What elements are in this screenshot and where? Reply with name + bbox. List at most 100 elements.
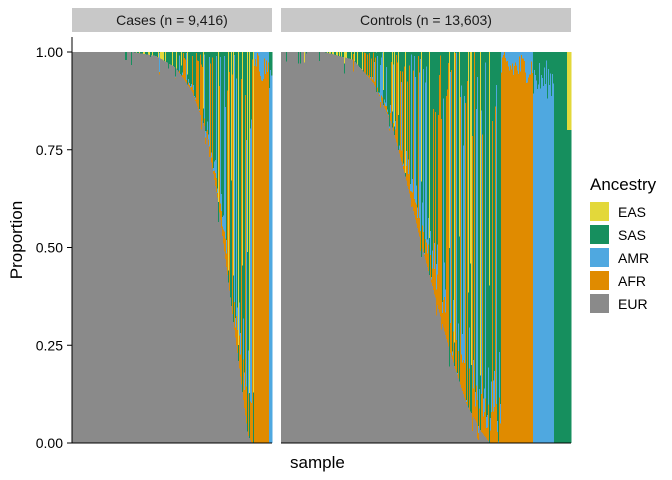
bar-segment-afr — [268, 62, 270, 443]
bar-segment-amr — [259, 52, 261, 72]
bar-segment-amr — [553, 83, 555, 444]
y-tick-label: 0.25 — [36, 337, 63, 353]
bar-segment-afr — [418, 55, 420, 233]
bar-segment-amr — [374, 61, 376, 82]
bar-segment-afr — [477, 400, 479, 439]
bar-segment-eur — [369, 78, 371, 443]
bar-segment-afr — [190, 87, 192, 89]
bar-segment-amr — [498, 441, 500, 443]
bar-segment-amr — [463, 145, 465, 360]
bar-segment-sas — [436, 52, 438, 264]
bar-segment-amr — [456, 52, 458, 341]
legend-label-eas: EAS — [618, 204, 646, 220]
bar-segment-eur — [215, 185, 217, 444]
bar-segment-eur — [194, 98, 196, 443]
bar-segment-eur — [233, 321, 235, 443]
bar-segment-eas — [470, 52, 472, 264]
bar-segment-eas — [354, 52, 356, 61]
bar-segment-afr — [370, 78, 372, 80]
bar-segment-eas — [242, 52, 244, 266]
bar-segment-afr — [254, 66, 256, 444]
bar-segment-sas — [369, 52, 371, 53]
bar-segment-amr — [530, 52, 532, 75]
bar-segment-sas — [399, 52, 401, 146]
bar-segment-eas — [336, 52, 338, 56]
bar-segment-amr — [261, 52, 263, 81]
bar-segment-eas — [346, 52, 348, 58]
bar-segment-eur — [126, 60, 128, 444]
bar-segment-sas — [565, 52, 567, 443]
bar-segment-sas — [244, 52, 246, 373]
bar-segment-afr — [220, 203, 222, 221]
bar-segment-sas — [480, 375, 482, 431]
bar-segment-eur — [468, 407, 470, 443]
bar-segment-eur — [213, 174, 215, 443]
bar-segment-afr — [496, 403, 498, 443]
bar-segment-afr — [365, 52, 367, 74]
bar-segment-afr — [258, 55, 260, 444]
bar-segment-sas — [187, 74, 189, 85]
bar-segment-eur — [411, 206, 413, 443]
bar-segment-amr — [541, 74, 543, 443]
bar-segment-eur — [105, 52, 107, 443]
bar-segment-eur — [282, 52, 284, 443]
bar-segment-amr — [269, 88, 271, 443]
bar-segment-sas — [153, 52, 155, 56]
bar-segment-amr — [393, 64, 395, 124]
bar-segment-afr — [260, 75, 262, 443]
bar-segment-sas — [402, 52, 404, 72]
bar-segment-eur — [444, 331, 446, 443]
bar-segment-eur — [380, 107, 382, 443]
bar-segment-sas — [201, 52, 203, 65]
bar-segment-eur — [161, 59, 163, 444]
bar-segment-afr — [529, 74, 531, 443]
bar-segment-eur — [127, 52, 129, 443]
bar-segment-sas — [459, 236, 461, 382]
bar-segment-eur — [373, 82, 375, 444]
bar-segment-amr — [521, 52, 523, 56]
bar-segment-sas — [338, 52, 340, 56]
bar-segment-sas — [147, 52, 149, 55]
bar-segment-amr — [415, 77, 417, 203]
bar-segment-eas — [337, 52, 339, 56]
bar-segment-eur — [311, 52, 313, 443]
bar-segment-sas — [202, 52, 204, 67]
bar-segment-eur — [470, 411, 472, 443]
bar-segment-sas — [388, 52, 390, 115]
bar-segment-eur — [289, 52, 291, 443]
bar-segment-eur — [390, 120, 392, 444]
bar-segment-amr — [220, 57, 222, 204]
bar-segment-amr — [204, 54, 206, 119]
bar-segment-sas — [154, 52, 156, 56]
bar-segment-afr — [492, 120, 494, 444]
bar-segment-eas — [253, 52, 255, 393]
bar-segment-amr — [195, 97, 197, 100]
bar-segment-sas — [175, 52, 177, 77]
bar-segment-eur — [164, 60, 166, 443]
bar-segment-afr — [375, 57, 377, 88]
bar-segment-sas — [300, 52, 302, 64]
bar-segment-sas — [184, 52, 186, 59]
bar-segment-eur — [72, 52, 74, 443]
bar-segment-eur — [219, 212, 221, 443]
bar-segment-eur — [102, 52, 104, 443]
bar-segment-afr — [250, 401, 252, 441]
bar-segment-sas — [484, 52, 486, 389]
bar-segment-afr — [522, 58, 524, 443]
bar-segment-afr — [212, 57, 214, 169]
bar-segment-amr — [381, 57, 383, 96]
bar-segment-eur — [128, 52, 130, 443]
bar-segment-eur — [313, 52, 315, 443]
bar-segment-eur — [146, 54, 148, 443]
bar-segment-amr — [377, 55, 379, 88]
bar-segment-sas — [372, 52, 374, 78]
bar-segment-eur — [237, 353, 239, 443]
bar-segment-afr — [457, 374, 459, 376]
bar-segment-eur — [192, 92, 194, 443]
legend-key-amr — [590, 248, 609, 267]
bar-segment-sas — [397, 52, 399, 63]
bar-segment-sas — [419, 52, 421, 73]
bar-segment-sas — [350, 52, 352, 60]
bar-segment-afr — [455, 53, 457, 369]
